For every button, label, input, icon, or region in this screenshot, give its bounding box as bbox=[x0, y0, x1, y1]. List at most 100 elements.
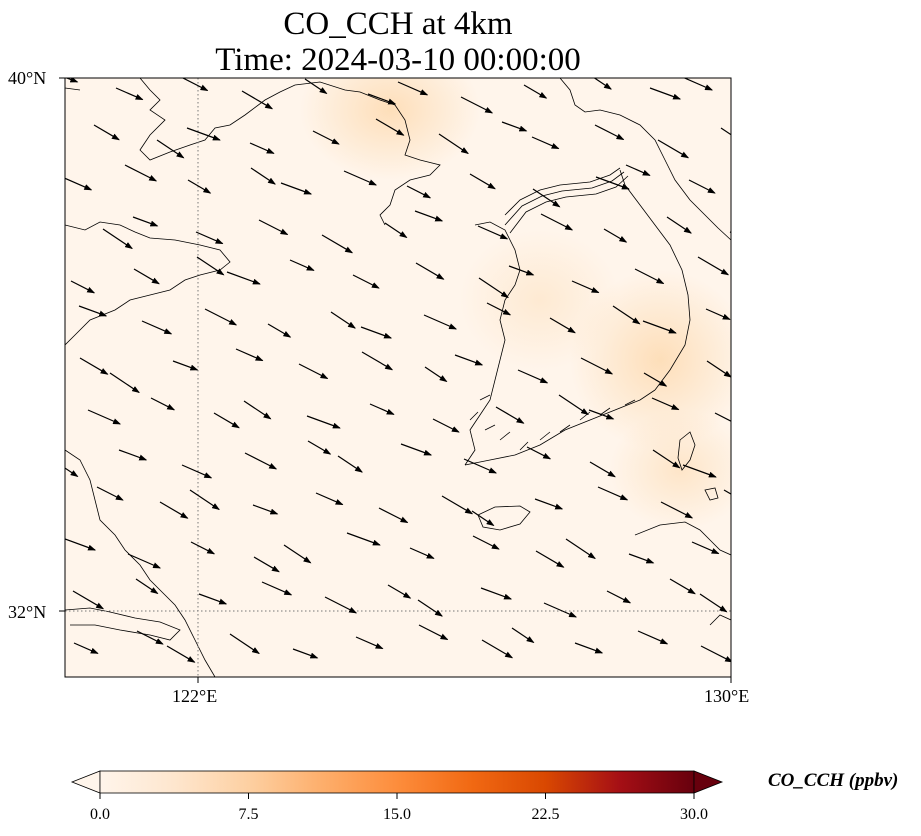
lat-tick-label-32: 32°N bbox=[8, 602, 47, 622]
wind-arrow bbox=[102, 228, 133, 250]
axis-ticks bbox=[59, 77, 732, 683]
wind-arrow bbox=[406, 185, 432, 199]
colorbar-tick-2: 15.0 bbox=[383, 806, 411, 823]
wind-arrow bbox=[454, 354, 484, 366]
wind-arrow bbox=[249, 142, 275, 154]
wind-arrow bbox=[612, 305, 641, 325]
wind-arrow bbox=[532, 188, 561, 208]
wind-arrow bbox=[593, 78, 612, 90]
wind-arrow bbox=[181, 464, 213, 479]
wind-arrow bbox=[697, 256, 730, 276]
wind-arrow bbox=[628, 553, 655, 564]
wind-arrow bbox=[720, 127, 731, 136]
wind-arrow bbox=[315, 492, 344, 506]
wind-arrow bbox=[93, 124, 120, 141]
wind-arrow bbox=[643, 372, 668, 387]
wind-arrow bbox=[241, 90, 274, 110]
wind-arrow bbox=[682, 464, 717, 478]
wind-arrow bbox=[480, 587, 513, 600]
wind-arrow bbox=[190, 541, 216, 555]
wind-arrow bbox=[118, 449, 148, 461]
wind-arrow bbox=[571, 280, 600, 294]
wind-arrow bbox=[400, 443, 433, 456]
wind-arrow bbox=[481, 639, 514, 659]
coastline-korea-south bbox=[464, 389, 656, 466]
wind-arrow bbox=[258, 219, 289, 236]
wind-arrow bbox=[540, 213, 574, 231]
wind-arrow bbox=[73, 642, 99, 654]
wind-arrow bbox=[669, 578, 696, 595]
wind-arrow bbox=[652, 449, 681, 469]
wind-arrow bbox=[198, 593, 228, 605]
wind-arrow bbox=[666, 216, 692, 234]
colorbar-gradient bbox=[99, 770, 695, 794]
wind-arrow bbox=[250, 167, 276, 185]
coastline-liaodong bbox=[65, 78, 441, 226]
wind-arrow bbox=[304, 78, 328, 95]
concentration-patch-southeast bbox=[610, 410, 731, 530]
wind-arrow bbox=[469, 173, 496, 190]
wind-arrow bbox=[244, 452, 278, 470]
wind-arrow bbox=[397, 81, 429, 96]
wind-arrow bbox=[657, 139, 690, 159]
wind-arrow bbox=[415, 262, 445, 280]
wind-arrow bbox=[595, 176, 630, 190]
wind-arrow bbox=[307, 440, 332, 455]
wind-arrow bbox=[409, 547, 435, 559]
wind-arrow bbox=[343, 170, 378, 186]
wind-arrow bbox=[478, 277, 509, 299]
wind-arrow bbox=[580, 357, 614, 375]
wind-arrow bbox=[535, 550, 565, 568]
wind-arrow bbox=[355, 636, 384, 650]
wind-arrow bbox=[330, 311, 356, 329]
wind-arrow bbox=[417, 599, 443, 617]
wind-arrow bbox=[603, 228, 628, 243]
wind-arrow bbox=[423, 314, 458, 330]
wind-vectors bbox=[65, 78, 731, 663]
coastline-manchuria bbox=[559, 78, 731, 241]
wind-arrow bbox=[531, 136, 560, 150]
colorbar-tick-1: 7.5 bbox=[238, 806, 259, 823]
wind-arrow bbox=[70, 280, 96, 294]
map-title-variable: CO_CCH at 4km bbox=[283, 6, 513, 42]
concentration-patch-center bbox=[460, 230, 620, 370]
wind-arrow bbox=[471, 510, 495, 527]
wind-arrow bbox=[172, 360, 199, 371]
wind-arrow bbox=[289, 259, 315, 271]
wind-arrow bbox=[691, 541, 720, 555]
colorbar-label: CO_CCH (ppbv) bbox=[768, 770, 899, 791]
gridlines bbox=[65, 78, 731, 677]
wind-arrow bbox=[688, 179, 716, 194]
wind-arrow bbox=[534, 498, 564, 510]
coastline-tsushima bbox=[677, 431, 696, 471]
wind-arrow bbox=[418, 624, 449, 641]
wind-arrow bbox=[543, 602, 578, 618]
wind-arrow bbox=[298, 363, 329, 380]
lat-tick-label-40: 40°N bbox=[8, 68, 47, 88]
wind-arrow bbox=[472, 535, 500, 550]
wind-arrow bbox=[127, 553, 162, 569]
wind-arrow bbox=[369, 403, 395, 415]
wind-arrow bbox=[606, 590, 632, 604]
coastline-jeju bbox=[477, 505, 531, 531]
wind-arrow bbox=[133, 268, 160, 285]
wind-arrow bbox=[96, 486, 124, 501]
wind-arrow bbox=[109, 372, 140, 394]
wind-arrow bbox=[387, 584, 412, 599]
wind-arrow bbox=[124, 164, 158, 182]
wind-arrow bbox=[463, 458, 498, 474]
wind-arrow bbox=[65, 78, 79, 83]
wind-arrow bbox=[79, 357, 109, 375]
wind-arrow bbox=[523, 84, 548, 99]
wind-arrow bbox=[352, 274, 380, 289]
wind-arrow bbox=[414, 210, 444, 222]
wind-arrow bbox=[204, 308, 238, 326]
wind-arrow bbox=[361, 351, 394, 371]
wind-arrow bbox=[637, 630, 669, 645]
wind-arrow bbox=[441, 495, 474, 515]
wind-arrow bbox=[321, 234, 354, 254]
wind-arrow bbox=[384, 222, 408, 239]
wind-arrow bbox=[574, 642, 604, 654]
wind-arrow bbox=[252, 504, 279, 515]
wind-arrow bbox=[337, 455, 363, 473]
